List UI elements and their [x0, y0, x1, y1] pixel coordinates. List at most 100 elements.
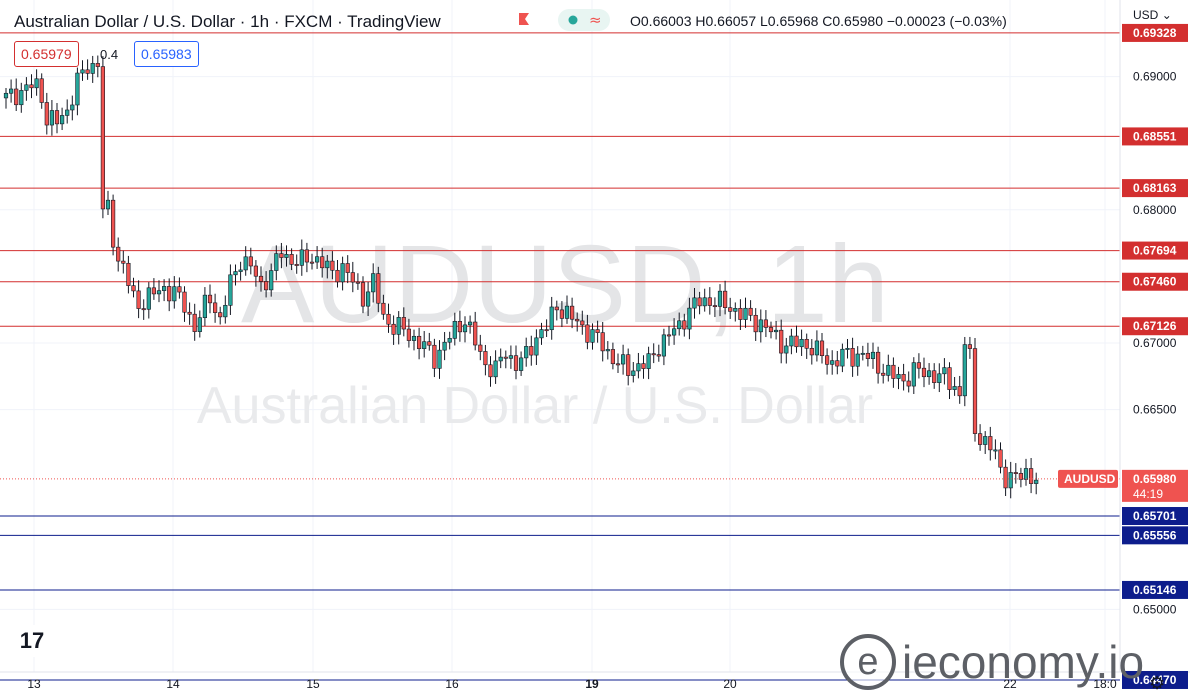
candle-body[interactable] — [809, 348, 814, 356]
candle-body[interactable] — [529, 346, 534, 356]
candle-body[interactable] — [972, 348, 978, 434]
candle-body[interactable] — [534, 337, 539, 356]
candle-body[interactable] — [126, 262, 131, 286]
candle-body[interactable] — [473, 321, 478, 346]
sell-price-button[interactable]: 0.65979 — [14, 41, 79, 67]
candle-body[interactable] — [34, 78, 39, 89]
candle-body[interactable] — [794, 335, 799, 348]
candle-body[interactable] — [182, 291, 187, 313]
candle-body[interactable] — [651, 353, 656, 356]
candle-body[interactable] — [539, 329, 544, 339]
candle-body[interactable] — [371, 273, 376, 293]
candle-body[interactable] — [881, 372, 886, 376]
candle-body[interactable] — [65, 109, 70, 116]
candle-body[interactable] — [1013, 472, 1018, 474]
candle-body[interactable] — [258, 275, 264, 282]
candle-body[interactable] — [697, 297, 702, 307]
candle-body[interactable] — [360, 282, 366, 307]
candle-body[interactable] — [233, 271, 238, 276]
candle-body[interactable] — [804, 338, 809, 349]
candle-body[interactable] — [921, 367, 927, 378]
candle-body[interactable] — [299, 249, 304, 266]
candle-body[interactable] — [116, 246, 121, 262]
candle-body[interactable] — [253, 265, 259, 277]
candle-body[interactable] — [896, 374, 901, 379]
candle-body[interactable] — [381, 302, 386, 315]
candle-body[interactable] — [457, 321, 463, 333]
candle-body[interactable] — [768, 327, 774, 333]
candle-body[interactable] — [411, 335, 417, 341]
candle-body[interactable] — [70, 104, 75, 111]
candle-body[interactable] — [95, 63, 100, 67]
currency-selector[interactable]: USD ⌄ — [1133, 8, 1172, 22]
candle-body[interactable] — [483, 351, 488, 366]
candle-body[interactable] — [187, 311, 192, 315]
candle-body[interactable] — [779, 329, 784, 354]
candle-body[interactable] — [549, 306, 554, 331]
candle-body[interactable] — [289, 254, 294, 265]
candle-body[interactable] — [789, 335, 794, 347]
candle-body[interactable] — [396, 317, 401, 335]
candle-body[interactable] — [80, 69, 85, 74]
candle-body[interactable] — [1029, 468, 1034, 484]
candle-body[interactable] — [610, 349, 615, 365]
candle-body[interactable] — [503, 356, 508, 359]
candlesticks[interactable] — [3, 55, 1039, 499]
candle-body[interactable] — [386, 313, 391, 325]
candle-body[interactable] — [427, 341, 432, 346]
candle-body[interactable] — [983, 436, 988, 445]
candle-body[interactable] — [14, 88, 19, 106]
candle-body[interactable] — [993, 449, 998, 452]
candle-body[interactable] — [717, 290, 723, 307]
candle-body[interactable] — [29, 84, 34, 89]
candle-body[interactable] — [850, 348, 855, 367]
candle-body[interactable] — [172, 286, 177, 302]
candle-body[interactable] — [243, 256, 248, 271]
candle-body[interactable] — [238, 269, 243, 272]
candle-body[interactable] — [575, 318, 580, 322]
candle-body[interactable] — [218, 312, 223, 318]
candle-body[interactable] — [54, 110, 60, 125]
candle-body[interactable] — [702, 297, 707, 307]
candle-body[interactable] — [870, 351, 876, 359]
candle-body[interactable] — [569, 305, 575, 320]
candle-body[interactable] — [376, 273, 381, 304]
candle-body[interactable] — [284, 254, 289, 258]
candle-body[interactable] — [687, 307, 692, 330]
candle-body[interactable] — [926, 370, 932, 378]
candle-body[interactable] — [891, 364, 896, 379]
candle-body[interactable] — [269, 270, 274, 291]
candle-body[interactable] — [452, 321, 457, 339]
candle-body[interactable] — [860, 352, 865, 355]
candle-body[interactable] — [131, 285, 136, 292]
candle-body[interactable] — [355, 281, 361, 284]
candle-body[interactable] — [416, 335, 422, 349]
candle-body[interactable] — [146, 287, 151, 310]
candle-body[interactable] — [977, 433, 983, 445]
candle-body[interactable] — [631, 370, 636, 376]
candle-body[interactable] — [962, 344, 967, 397]
candle-body[interactable] — [49, 110, 54, 126]
candle-body[interactable] — [814, 340, 819, 356]
candle-body[interactable] — [748, 307, 753, 316]
candle-body[interactable] — [345, 263, 350, 273]
candle-body[interactable] — [228, 274, 233, 306]
candle-body[interactable] — [350, 272, 355, 283]
candle-body[interactable] — [177, 286, 182, 293]
candle-body[interactable] — [192, 313, 197, 332]
candle-body[interactable] — [3, 92, 9, 99]
candle-body[interactable] — [462, 324, 468, 333]
candle-body[interactable] — [85, 69, 90, 74]
candle-body[interactable] — [661, 334, 666, 357]
candle-body[interactable] — [513, 355, 519, 371]
time-axis[interactable]: 13 14 15 16 19 20 22 18:0 — [0, 671, 1190, 691]
candle-body[interactable] — [830, 360, 835, 365]
candle-body[interactable] — [886, 364, 891, 376]
candle-body[interactable] — [875, 351, 881, 374]
candle-body[interactable] — [682, 320, 687, 330]
candle-body[interactable] — [320, 256, 325, 269]
candle-body[interactable] — [916, 362, 921, 369]
candle-body[interactable] — [524, 346, 529, 359]
candle-body[interactable] — [59, 115, 65, 125]
